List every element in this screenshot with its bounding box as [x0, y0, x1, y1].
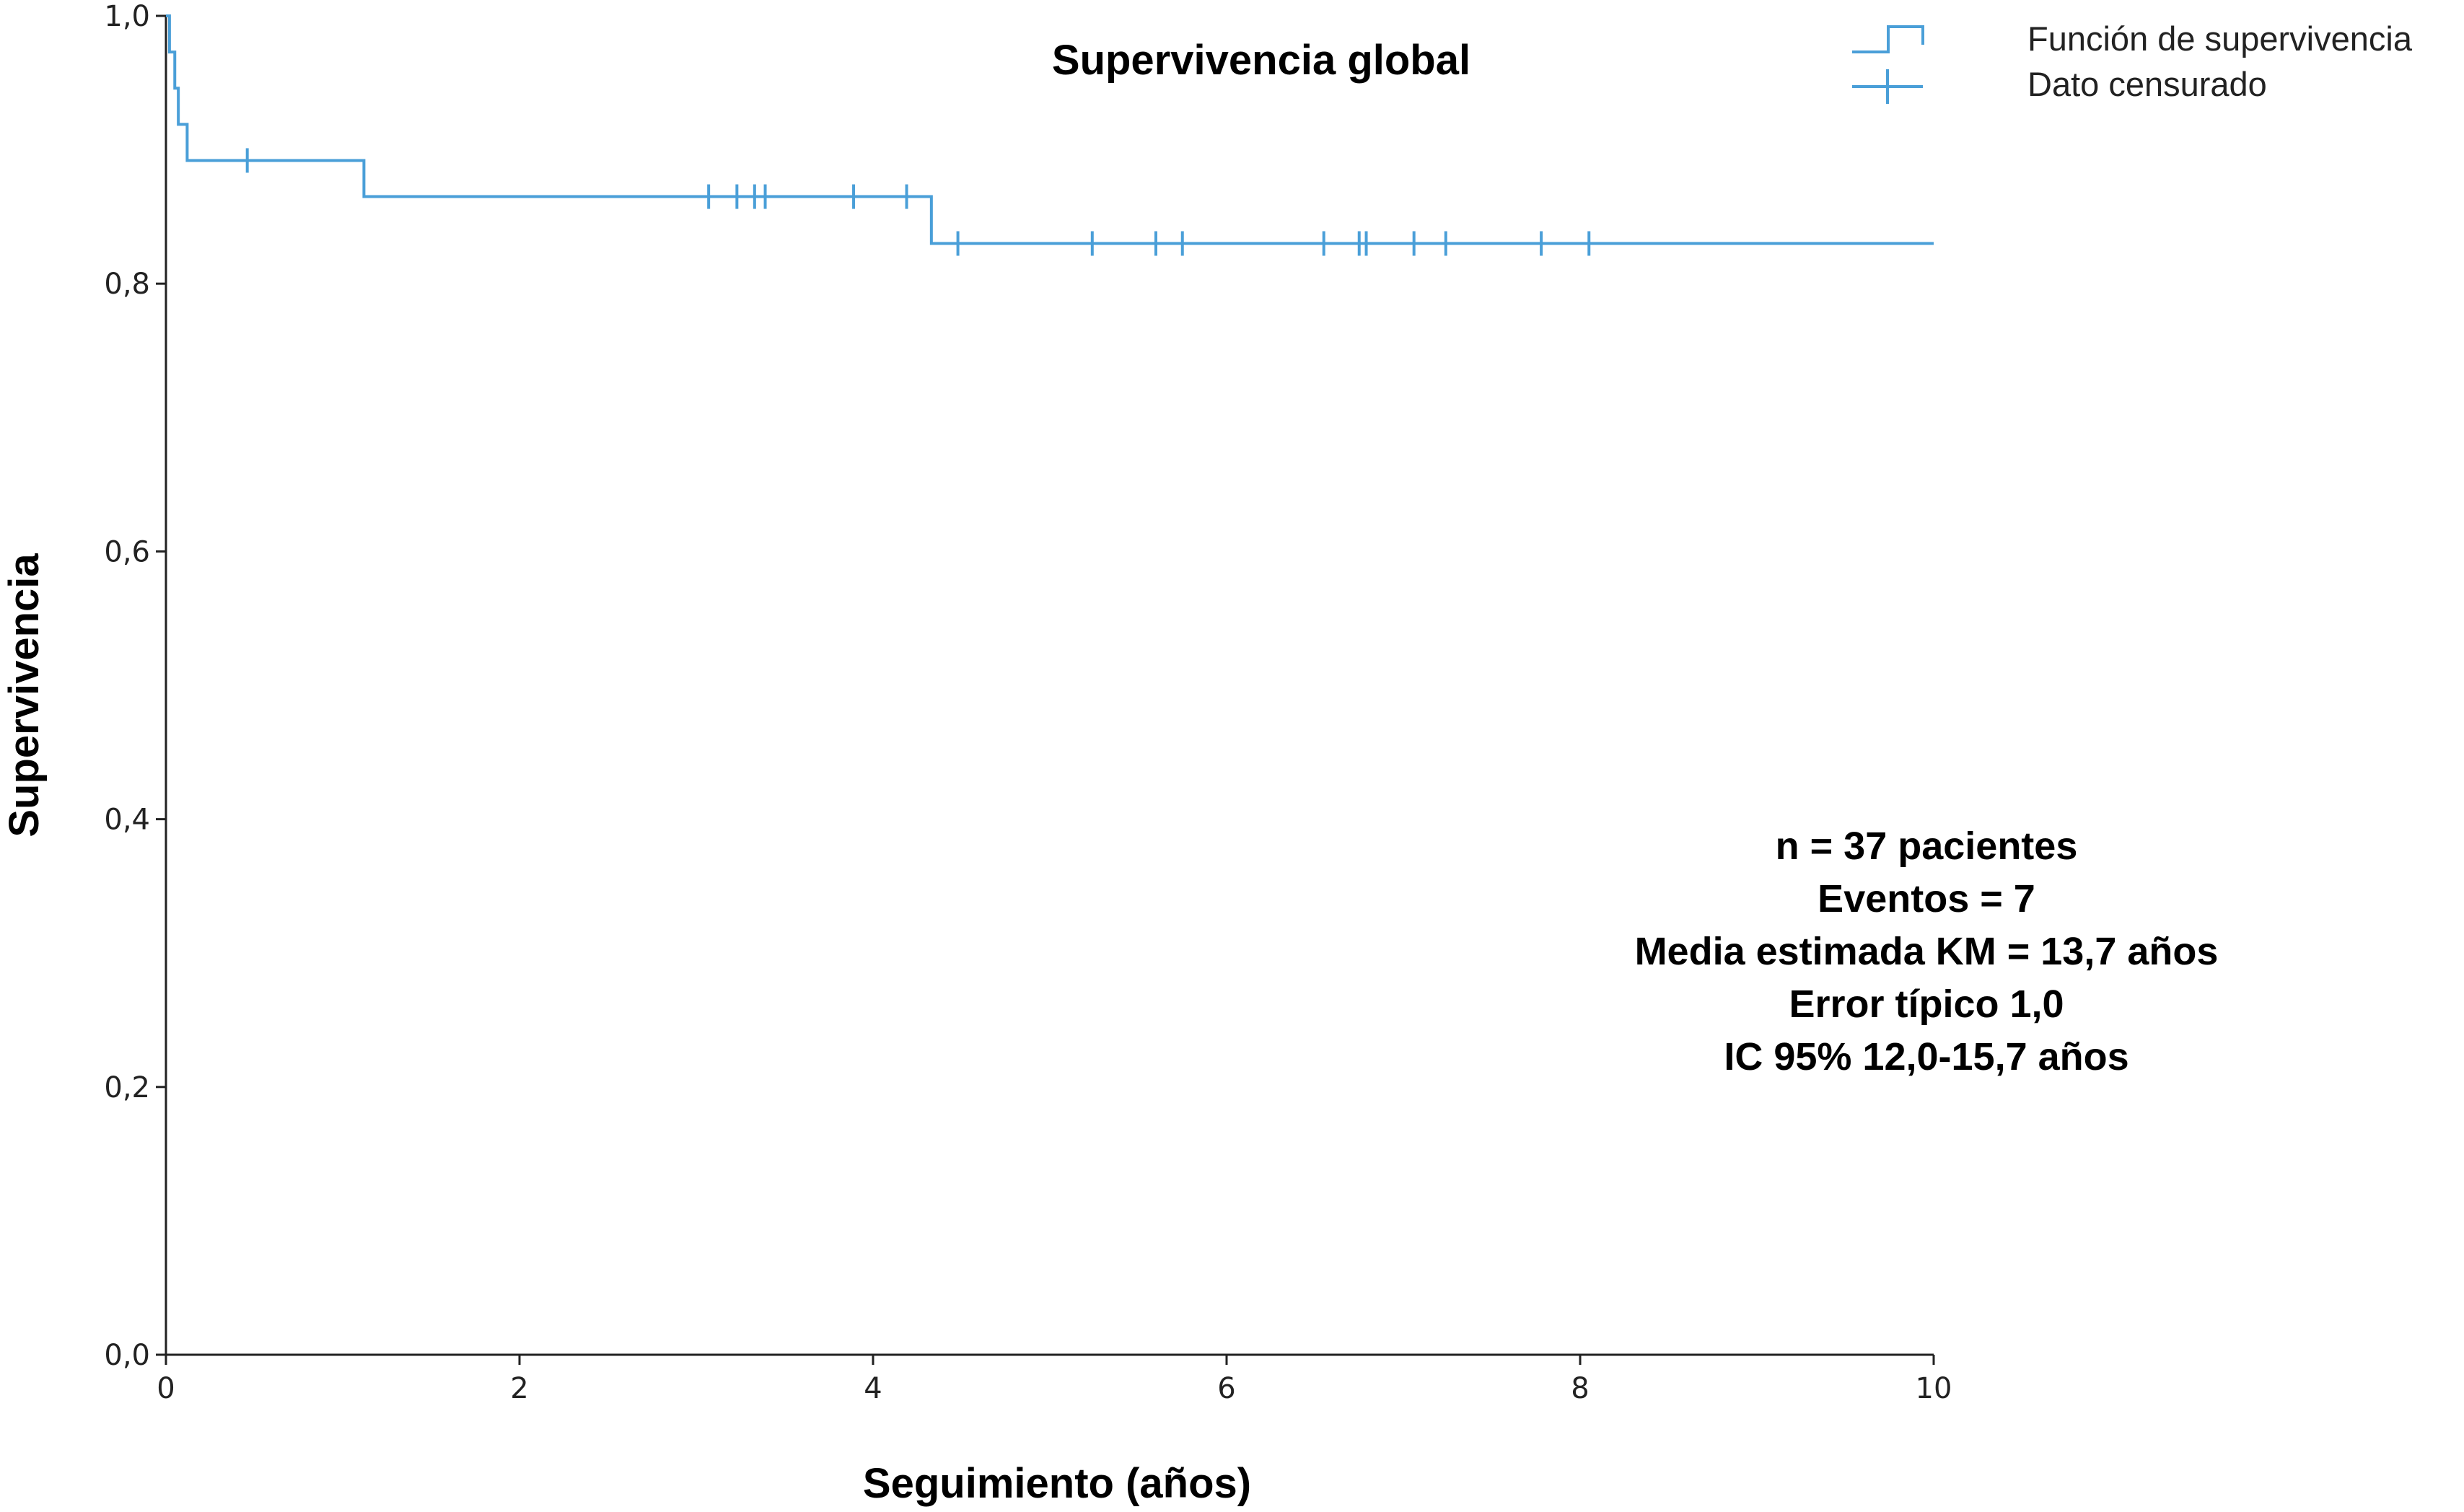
- ticks-layer: 0 2 4 6 8 10 0,0 0,2 0,4 0,6 0,8 1,0: [104, 0, 1952, 1405]
- y-tick-label: 0,6: [104, 535, 150, 568]
- annotation-line: Error típico 1,0: [1789, 983, 2064, 1026]
- legend-label-censored: Dato censurado: [2027, 65, 2267, 103]
- annotation-line: Media estimada KM = 13,7 años: [1635, 930, 2219, 973]
- x-tick-label: 6: [1217, 1372, 1235, 1405]
- legend-survival-swatch: [1852, 25, 1924, 53]
- series-layer: [166, 14, 1934, 245]
- y-tick-label: 0,2: [104, 1071, 150, 1104]
- stats-annotation: n = 37 pacientes Eventos = 7 Media estim…: [1635, 825, 2219, 1078]
- y-tick-label: 0,8: [104, 268, 150, 301]
- legend: Función de supervivencia Dato censurado: [1852, 19, 2413, 104]
- chart-title: Supervivencia global: [1052, 37, 1470, 84]
- x-tick-label: 4: [864, 1372, 882, 1405]
- annotation-line: Eventos = 7: [1818, 877, 2035, 920]
- axes-layer: [165, 16, 1934, 1356]
- y-tick-label: 0,4: [104, 804, 150, 837]
- x-tick-label: 0: [157, 1372, 175, 1405]
- y-tick-label: 1,0: [104, 0, 150, 33]
- annotation-line: IC 95% 12,0-15,7 años: [1724, 1035, 2128, 1078]
- survival-step-line: [166, 14, 1934, 245]
- censor-layer: [245, 148, 1591, 256]
- legend-label-survival: Función de supervivencia: [2027, 19, 2413, 58]
- y-tick-label: 0,0: [104, 1339, 150, 1372]
- x-axis-title: Seguimiento (años): [863, 1460, 1251, 1507]
- x-tick-label: 2: [510, 1372, 528, 1405]
- annotation-line: n = 37 pacientes: [1776, 825, 2078, 868]
- y-axis-title: Supervivencia: [1, 553, 48, 838]
- x-tick-label: 10: [1916, 1372, 1952, 1405]
- x-tick-label: 8: [1571, 1372, 1589, 1405]
